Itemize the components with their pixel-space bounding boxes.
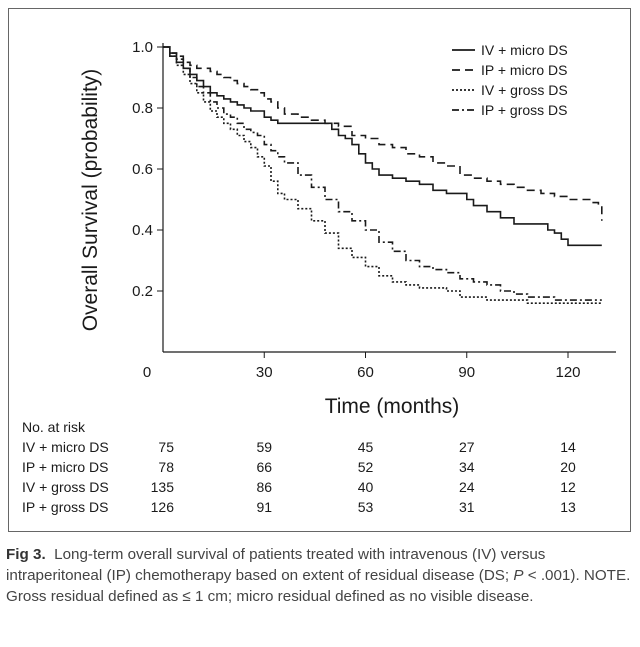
at-risk-row-label: IV + micro DS [22, 439, 109, 455]
legend-label-1: IV + micro DS [481, 42, 568, 58]
at-risk-count: 75 [158, 439, 174, 455]
y-tick-label: 0.6 [132, 161, 153, 178]
caption-text-part-1: Long-term overall survival of patients t… [6, 546, 546, 584]
at-risk-count: 24 [459, 479, 475, 495]
chart-legend: IV + micro DS IP + micro DS IV + gross DS I… [452, 42, 568, 118]
at-risk-count: 12 [560, 479, 576, 495]
x-tick-label: 90 [458, 364, 475, 381]
at-risk-count: 14 [560, 439, 576, 455]
legend-label-4: IP + gross DS [481, 102, 568, 118]
legend-label-2: IP + micro DS [481, 62, 568, 78]
caption-text-part-2: < .001). NOTE. Gross residual defined as… [6, 567, 631, 605]
figure-caption: Fig 3. Long-term overall survival of pat… [6, 544, 636, 607]
at-risk-count: 91 [256, 499, 272, 515]
at-risk-count: 40 [358, 479, 374, 495]
at-risk-row-label: IP + micro DS [22, 459, 109, 475]
at-risk-count: 45 [358, 439, 374, 455]
series-line-2 [163, 46, 603, 221]
y-tick-label: 0.4 [132, 222, 153, 239]
series-line-3 [163, 46, 602, 304]
at-risk-row-label: IP + gross DS [22, 499, 109, 515]
at-risk-count: 59 [256, 439, 272, 455]
at-risk-count: 34 [459, 459, 475, 475]
at-risk-row-label: IV + gross DS [22, 479, 109, 495]
at-risk-count: 31 [459, 499, 475, 515]
x-axis-title: Time (months) [325, 395, 460, 418]
at-risk-count: 20 [560, 459, 576, 475]
series-line-1 [163, 46, 602, 247]
caption-fig-label: Fig 3. [6, 546, 46, 563]
chart-series [163, 46, 603, 304]
legend-label-3: IV + gross DS [481, 82, 568, 98]
at-risk-count: 27 [459, 439, 475, 455]
y-tick-label: 0.2 [132, 283, 153, 300]
at-risk-count: 78 [158, 459, 174, 475]
at-risk-count: 86 [256, 479, 272, 495]
x-tick-label: 30 [256, 364, 273, 381]
at-risk-count: 52 [358, 459, 374, 475]
y-tick-label: 1.0 [132, 39, 153, 56]
chart-axes: 0 30 60 90 120 0.2 0.4 0.6 0.8 1.0 [132, 39, 616, 381]
at-risk-count: 53 [358, 499, 374, 515]
x-tick-label: 60 [357, 364, 374, 381]
y-tick-label: 0.8 [132, 100, 153, 117]
x-tick-label: 120 [555, 364, 580, 381]
at-risk-count: 13 [560, 499, 576, 515]
caption-p-symbol: P [513, 567, 524, 584]
series-line-4 [163, 46, 602, 301]
x-tick-label: 0 [143, 364, 151, 381]
at-risk-count: 135 [151, 479, 175, 495]
at-risk-table: No. at risk IV + micro DS 75 59 45 27 14 IP + m… [22, 419, 576, 515]
at-risk-count: 126 [151, 499, 175, 515]
y-axis-title: Overall Survival (probability) [79, 69, 102, 332]
at-risk-header: No. at risk [22, 419, 86, 435]
at-risk-count: 66 [256, 459, 272, 475]
figure-frame [8, 8, 631, 532]
